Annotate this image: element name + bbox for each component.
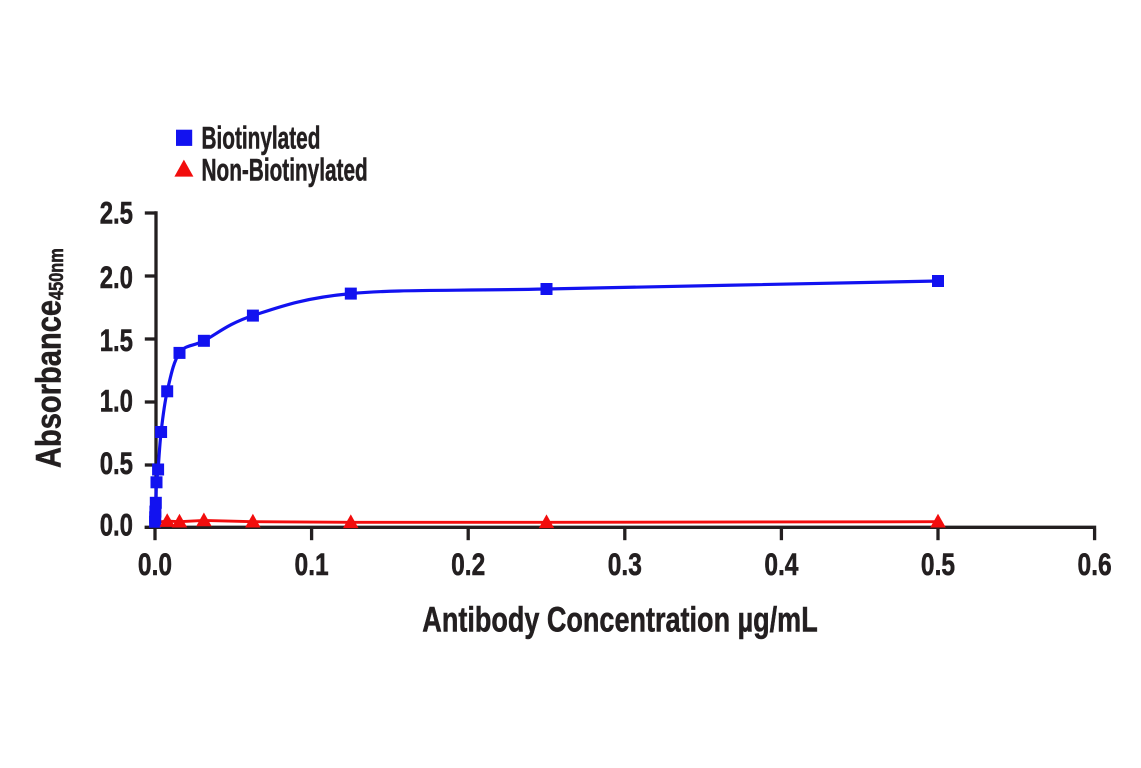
svg-text:0.3: 0.3 xyxy=(608,546,642,582)
svg-text:0.0: 0.0 xyxy=(100,507,133,542)
svg-text:0.5: 0.5 xyxy=(921,546,955,582)
svg-text:2.0: 2.0 xyxy=(100,260,133,295)
svg-text:0.1: 0.1 xyxy=(295,546,329,582)
svg-text:0.2: 0.2 xyxy=(451,546,485,582)
svg-text:0.0: 0.0 xyxy=(138,546,172,582)
svg-text:1.5: 1.5 xyxy=(100,323,133,358)
svg-text:Antibody Concentration µg/mL: Antibody Concentration µg/mL xyxy=(422,600,817,639)
svg-text:2.5: 2.5 xyxy=(100,195,133,230)
svg-text:Non-Biotinylated: Non-Biotinylated xyxy=(202,152,368,187)
svg-text:Biotinylated: Biotinylated xyxy=(202,120,321,155)
svg-text:0.4: 0.4 xyxy=(764,546,798,582)
svg-text:0.5: 0.5 xyxy=(100,446,133,481)
svg-text:0.6: 0.6 xyxy=(1078,546,1112,582)
svg-text:Absorbance450nm: Absorbance450nm xyxy=(29,248,68,468)
svg-text:1.0: 1.0 xyxy=(100,383,133,418)
